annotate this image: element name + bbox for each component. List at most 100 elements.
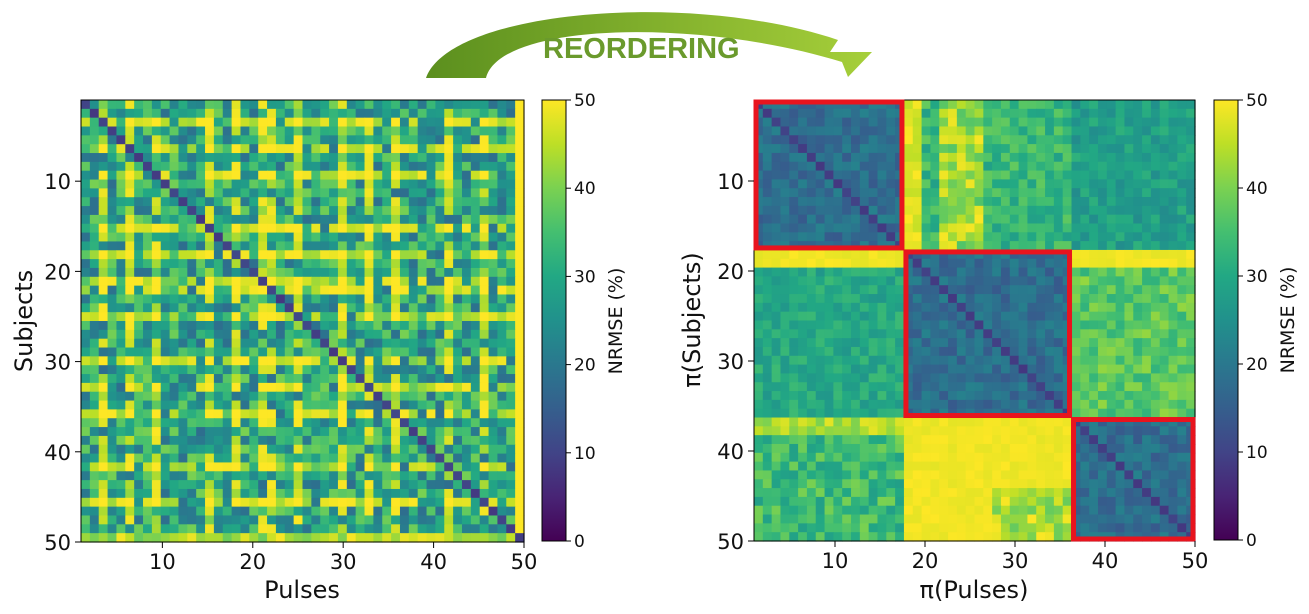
heatmap-cell bbox=[311, 135, 321, 145]
heatmap-cell bbox=[231, 285, 242, 296]
heatmap-cell bbox=[311, 409, 321, 419]
heatmap-cell bbox=[515, 497, 525, 508]
heatmap-cell bbox=[1053, 276, 1064, 286]
heatmap-cell bbox=[435, 497, 445, 508]
heatmap-cell bbox=[373, 312, 383, 322]
heatmap-cell bbox=[329, 144, 339, 154]
heatmap-cell bbox=[240, 126, 250, 136]
heatmap-cell bbox=[842, 338, 852, 348]
heatmap-cell bbox=[798, 276, 808, 286]
heatmap-cell bbox=[125, 276, 135, 287]
heatmap-cell bbox=[399, 223, 410, 234]
heatmap-cell bbox=[1150, 170, 1161, 180]
heatmap-cell bbox=[965, 267, 976, 277]
heatmap-cell bbox=[965, 320, 976, 330]
heatmap-cell bbox=[178, 117, 188, 128]
heatmap-cell bbox=[1186, 382, 1196, 392]
heatmap-cell bbox=[1150, 205, 1161, 216]
heatmap-cell bbox=[1124, 285, 1134, 295]
heatmap-cell bbox=[956, 382, 967, 392]
heatmap-cell bbox=[789, 285, 799, 295]
heatmap-cell bbox=[1053, 267, 1064, 277]
heatmap-cell bbox=[1045, 470, 1055, 480]
heatmap-cell bbox=[160, 303, 171, 313]
heatmap-cell bbox=[1009, 435, 1020, 445]
heatmap-cell bbox=[125, 462, 135, 472]
heatmap-cell bbox=[391, 144, 401, 154]
heatmap-cell bbox=[983, 346, 993, 357]
heatmap-cell bbox=[1027, 249, 1037, 260]
heatmap-cell bbox=[89, 462, 100, 472]
heatmap-cell bbox=[382, 232, 392, 243]
heatmap-cell bbox=[240, 418, 250, 428]
heatmap-cell bbox=[798, 188, 808, 198]
heatmap-cell bbox=[116, 144, 126, 154]
heatmap-cell bbox=[267, 338, 277, 349]
heatmap-cell bbox=[187, 294, 197, 304]
heatmap-cell bbox=[939, 346, 949, 357]
heatmap-cell bbox=[497, 170, 507, 181]
heatmap-cell bbox=[806, 214, 817, 225]
heatmap-cell bbox=[311, 356, 321, 366]
heatmap-cell bbox=[98, 144, 109, 154]
heatmap-cell bbox=[1177, 391, 1187, 401]
heatmap-cell bbox=[1159, 258, 1170, 269]
heatmap-cell bbox=[311, 188, 321, 198]
heatmap-cell bbox=[213, 515, 224, 525]
heatmap-cell bbox=[842, 461, 852, 472]
heatmap-cell bbox=[213, 356, 224, 366]
heatmap-cell bbox=[515, 153, 525, 163]
heatmap-cell bbox=[877, 144, 887, 154]
heatmap-cell bbox=[302, 223, 312, 234]
heatmap-cell bbox=[116, 347, 126, 357]
heatmap-cell bbox=[1018, 285, 1029, 295]
heatmap-cell bbox=[178, 276, 188, 287]
heatmap-cell bbox=[1089, 197, 1099, 207]
heatmap-cell bbox=[833, 108, 843, 119]
heatmap-cell bbox=[470, 276, 481, 287]
heatmap-cell bbox=[1106, 100, 1117, 110]
heatmap-cell bbox=[417, 153, 428, 163]
heatmap-cell bbox=[974, 470, 984, 480]
heatmap-cell bbox=[939, 320, 949, 330]
heatmap-cell bbox=[444, 533, 454, 543]
heatmap-cell bbox=[444, 117, 454, 128]
heatmap-cell bbox=[187, 179, 197, 189]
heatmap-cell bbox=[1045, 488, 1055, 498]
heatmap-cell bbox=[1071, 188, 1081, 198]
heatmap-cell bbox=[912, 505, 923, 516]
heatmap-cell bbox=[408, 170, 419, 181]
heatmap-cell bbox=[1000, 152, 1011, 163]
heatmap-cell bbox=[249, 285, 259, 296]
heatmap-cell bbox=[205, 285, 215, 296]
heatmap-cell bbox=[868, 479, 879, 489]
heatmap-cell bbox=[921, 417, 931, 427]
heatmap-cell bbox=[346, 480, 357, 490]
heatmap-cell bbox=[1018, 382, 1029, 392]
heatmap-cell bbox=[1186, 267, 1196, 277]
heatmap-cell bbox=[1177, 285, 1187, 295]
heatmap-cell bbox=[868, 346, 879, 357]
heatmap-cell bbox=[1124, 100, 1134, 110]
heatmap-cell bbox=[930, 223, 940, 233]
heatmap-cell bbox=[408, 533, 419, 543]
heatmap-cell bbox=[417, 329, 428, 340]
heatmap-cell bbox=[1115, 479, 1126, 489]
heatmap-cell bbox=[231, 329, 242, 340]
heatmap-cell bbox=[275, 108, 286, 119]
heatmap-cell bbox=[355, 241, 366, 251]
heatmap-cell bbox=[1009, 197, 1020, 207]
heatmap-cell bbox=[842, 302, 852, 313]
heatmap-cell bbox=[275, 117, 286, 128]
heatmap-cell bbox=[143, 232, 153, 243]
heatmap-cell bbox=[240, 471, 250, 481]
heatmap-cell bbox=[956, 461, 967, 472]
heatmap-cell bbox=[293, 356, 304, 366]
heatmap-cell bbox=[81, 170, 91, 181]
heatmap-cell bbox=[497, 126, 507, 136]
heatmap-cell bbox=[169, 533, 180, 543]
heatmap-cell bbox=[267, 170, 277, 181]
heatmap-cell bbox=[903, 426, 914, 436]
heatmap-cell bbox=[187, 144, 197, 154]
